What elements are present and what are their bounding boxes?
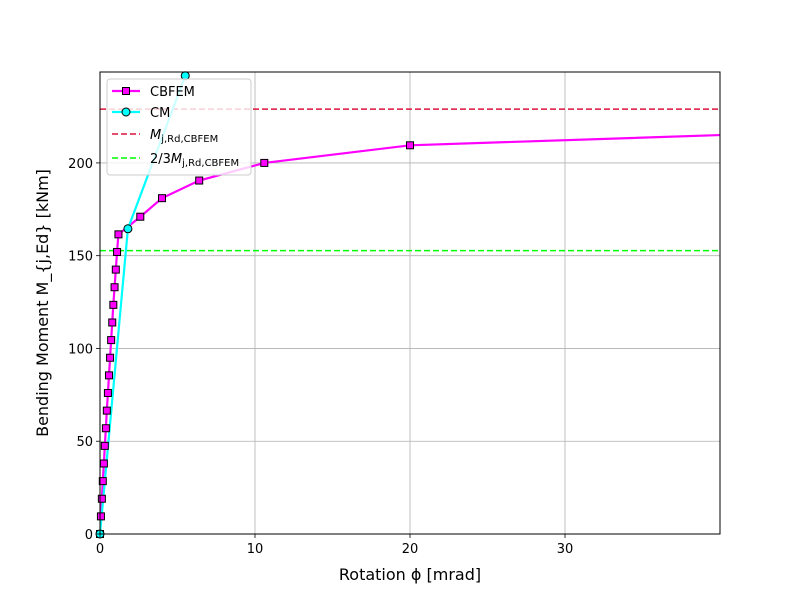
cbfem-marker [97, 494, 106, 503]
marker-group [95, 71, 414, 539]
legend-cm: CM [112, 106, 170, 121]
legend-cbfem: CBFEM [112, 85, 195, 100]
y-tick-label: 100 [68, 342, 93, 357]
cbfem-marker [109, 300, 118, 309]
legend-label: 2/3Mj,Rd,CBFEM [150, 152, 239, 169]
legend-swatch-marker [121, 107, 131, 117]
cbfem-marker [406, 141, 414, 150]
x-axis-label: Rotation ϕ [mrad] [339, 565, 481, 584]
legend-label: CBFEM [150, 85, 195, 100]
cbfem-marker [102, 406, 111, 415]
legend-two-thirds-mjrd: 2/3Mj,Rd,CBFEM [112, 152, 239, 169]
legend-label: CM [150, 106, 170, 121]
cbfem-marker [110, 283, 119, 292]
cbfem-marker [101, 424, 110, 433]
legend-mjrd: Mj,Rd,CBFEM [112, 128, 218, 145]
x-tick-label: 0 [96, 542, 104, 557]
x-tick-label: 10 [247, 542, 264, 557]
cbfem-marker [108, 318, 117, 327]
cbfem-marker [96, 512, 105, 521]
cbfem-marker [114, 230, 123, 239]
legend-box [106, 78, 252, 176]
y-tick-label: 50 [76, 435, 93, 450]
cbfem-marker [195, 176, 204, 185]
x-axis-label-part1: Rotation ϕ [mrad] [339, 565, 481, 584]
ticks: 0 10 20 30 0 50 100 150 200 [68, 157, 573, 557]
cbfem-marker [103, 388, 112, 397]
cbfem-marker [111, 265, 120, 274]
cbfem-marker [98, 477, 107, 486]
legend-swatch-marker [122, 87, 130, 95]
y-tick-label: 150 [68, 250, 93, 265]
cbfem-marker [104, 371, 113, 380]
cbfem-marker [113, 247, 122, 256]
cbfem-marker [260, 158, 269, 167]
cbfem-marker [158, 194, 166, 203]
cbfem-marker [136, 212, 145, 221]
x-tick-label: 30 [557, 542, 574, 557]
cbfem-marker [99, 459, 108, 468]
cbfem-marker [100, 441, 109, 450]
gridlines [100, 72, 720, 534]
legend: CBFEM CM Mj,Rd,CBFEM 2/3Mj,Rd,CBFEM [106, 78, 252, 176]
cbfem-marker [106, 353, 115, 362]
y-tick-label: 0 [85, 528, 93, 543]
y-axis-label: Bending Moment M_{j,Ed} [kNm] [33, 169, 53, 437]
cbfem-marker [107, 336, 116, 345]
legend-label: Mj,Rd,CBFEM [150, 128, 218, 145]
cm-marker [123, 224, 133, 234]
y-tick-label: 200 [68, 157, 93, 172]
x-tick-label: 20 [402, 542, 419, 557]
